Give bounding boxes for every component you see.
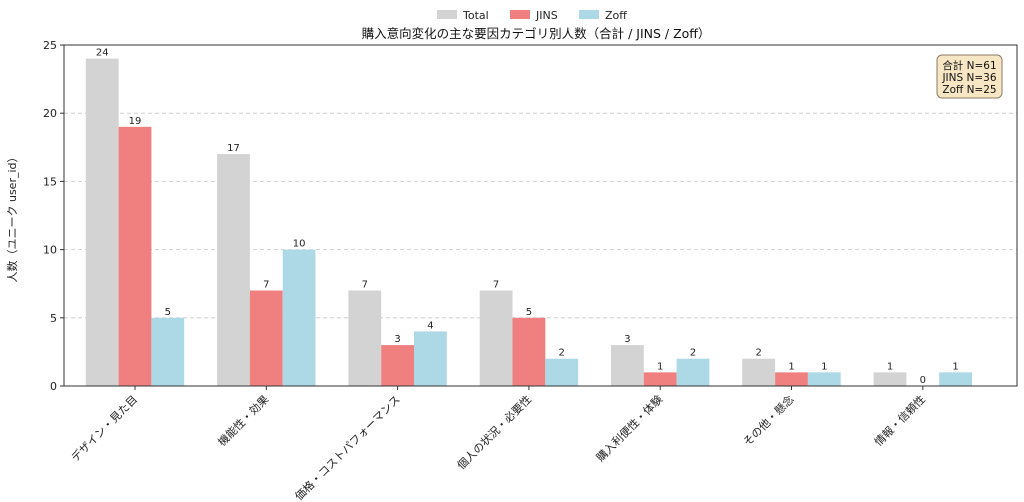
x-tick-labels: デザイン・見た目 機能性・効果 価格・コストパフォーマンス 個人の状況・必要性 購入利便… — [68, 386, 928, 502]
bar-jins — [643, 372, 677, 386]
sample-size-box: 合計 N=61 JINS N=36 Zoff N=25 — [936, 54, 1003, 99]
bar-zoff — [939, 372, 972, 386]
legend-label-total: Total — [462, 9, 489, 22]
x-tick-label: 情報・信頼性 — [871, 392, 928, 449]
bar-value-label: 1 — [788, 361, 794, 372]
y-axis-label: 人数（ユニーク user_id） — [6, 151, 19, 282]
y-tick-label: 15 — [43, 175, 57, 188]
bar-jins — [118, 126, 152, 386]
bar-zoff — [676, 358, 710, 386]
bar-total — [742, 358, 776, 386]
legend-label-jins: JINS — [535, 9, 558, 22]
bar-value-label: 17 — [227, 143, 240, 154]
y-tick-label: 0 — [50, 380, 57, 393]
plot-frame — [63, 44, 1018, 387]
bar-zoff — [151, 317, 185, 386]
bar-total — [873, 372, 907, 386]
legend-swatch-zoff — [579, 10, 599, 19]
bar-value-label: 1 — [952, 361, 958, 372]
bar-total — [217, 154, 250, 386]
bar-value-label: 7 — [362, 280, 368, 291]
bar-zoff — [545, 358, 579, 386]
bar-value-label: 2 — [756, 348, 762, 359]
bar-jins — [381, 345, 414, 386]
legend: Total JINS Zoff — [437, 9, 627, 22]
bar-value-label: 5 — [526, 307, 532, 318]
bar-zoff — [414, 331, 447, 386]
y-tick-label: 25 — [43, 39, 57, 52]
x-tick-label: 価格・コストパフォーマンス — [292, 392, 403, 502]
bar-zoff — [807, 372, 841, 386]
legend-label-zoff: Zoff — [605, 9, 627, 22]
bar-value-label: 24 — [96, 48, 109, 59]
chart-title: 購入意向変化の主な要因カテゴリ別人数（合計 / JINS / Zoff） — [362, 26, 711, 41]
x-tick-label: 機能性・効果 — [215, 392, 272, 449]
x-tick-label: その他・懸念 — [740, 392, 797, 449]
y-tick-label: 20 — [43, 107, 57, 120]
bars — [85, 58, 972, 386]
bar-value-label: 7 — [493, 280, 499, 291]
bar-value-label: 2 — [690, 348, 696, 359]
bar-value-label: 0 — [920, 375, 926, 386]
x-tick-label: 購入利便性・体験 — [593, 392, 665, 464]
bar-value-label: 1 — [887, 361, 893, 372]
sample-size-total: 合計 N=61 — [942, 59, 996, 72]
bar-total — [85, 58, 119, 386]
legend-swatch-jins — [510, 10, 530, 19]
y-tick-label: 5 — [50, 312, 57, 325]
bar-value-label: 10 — [293, 239, 306, 250]
sample-size-jins: JINS N=36 — [941, 72, 996, 84]
bar-zoff — [282, 249, 316, 386]
x-tick-label: デザイン・見た目 — [68, 392, 140, 464]
legend-swatch-total — [437, 10, 457, 19]
bar-jins — [249, 290, 283, 386]
sample-size-zoff: Zoff N=25 — [942, 84, 996, 96]
bar-value-label: 1 — [657, 361, 663, 372]
y-tick-label: 10 — [43, 244, 57, 257]
bar-value-label: 5 — [165, 307, 171, 318]
bar-total — [348, 290, 382, 386]
bar-value-label: 1 — [821, 361, 827, 372]
sample-size-box-frame — [936, 54, 1003, 99]
axes — [63, 44, 1018, 387]
bar-value-label: 2 — [559, 348, 565, 359]
bar-total — [479, 290, 513, 386]
bar-jins — [512, 317, 546, 386]
bar-value-label: 7 — [263, 280, 269, 291]
grid-lines — [64, 44, 1017, 319]
bar-value-label: 19 — [129, 116, 142, 127]
bar-value-label: 3 — [624, 334, 630, 345]
bar-value-label: 4 — [427, 320, 433, 331]
y-tick-labels: 0 5 10 15 20 25 — [43, 39, 64, 393]
x-tick-label: 個人の状況・必要性 — [454, 392, 534, 472]
bar-total — [611, 345, 644, 386]
bar-jins — [775, 372, 808, 386]
bar-value-label: 3 — [394, 334, 400, 345]
